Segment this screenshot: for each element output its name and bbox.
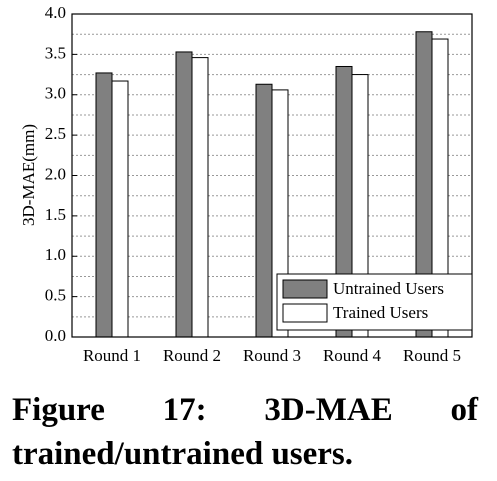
y-tick-label: 3.0 [45, 84, 66, 103]
plot-frame [71, 13, 473, 338]
legend-label: Untrained Users [333, 279, 444, 298]
bar [111, 80, 129, 338]
caption: Figure 17: 3D-MAE of trained/untrained u… [12, 392, 478, 472]
y-tick-label: 2.5 [45, 124, 66, 143]
x-tick-label: Round 4 [323, 346, 382, 365]
legend-swatch [282, 279, 328, 299]
y-axis-label: 3D-MAE(mm) [19, 124, 38, 226]
bar [191, 57, 209, 338]
y-tick-label: 1.5 [45, 205, 66, 224]
bar [255, 83, 273, 338]
x-tick-label: Round 2 [163, 346, 221, 365]
y-tick-label: 0.5 [45, 286, 66, 305]
bar [175, 51, 193, 338]
legend-label: Trained Users [333, 303, 428, 322]
bar [95, 72, 113, 338]
x-tick-label: Round 5 [403, 346, 461, 365]
legend-swatch [282, 303, 328, 323]
y-tick-label: 0.0 [45, 326, 66, 345]
y-tick-label: 3.5 [45, 43, 66, 62]
x-tick-label: Round 1 [83, 346, 141, 365]
y-tick-label: 1.0 [45, 245, 66, 264]
y-tick-label: 2.0 [45, 164, 66, 183]
chart: 3D-MAE(mm) 0.0 0.5 1.0 1.5 2.0 2.5 3.0 3.5 4.0 Ro… [19, 3, 473, 365]
x-tick-label: Round 3 [243, 346, 301, 365]
y-tick-label: 4.0 [45, 3, 66, 22]
